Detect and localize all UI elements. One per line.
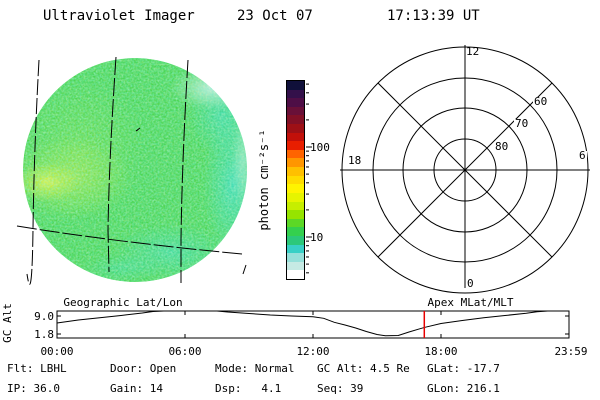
status-glon: GLon: 216.1 [427,382,500,395]
ytick-9: 9.0 [34,310,54,323]
polar-label-6: 6 [578,149,587,162]
colorbar-label: photon cm⁻²s⁻¹ [257,129,271,231]
latitude-line [16,225,243,255]
meridian-line-left [26,59,40,285]
status-glat: GLat: -17.7 [427,362,500,375]
polar-label-60: 60 [533,95,549,108]
xtick-1800: 18:00 [424,345,458,358]
disk-caption: Geographic Lat/Lon [63,296,183,309]
status-ip: IP: 36.0 [7,382,60,395]
uvi-disk-image [16,56,247,285]
xtick-0000: 00:00 [40,345,74,358]
polar-label-0: 0 [467,277,474,290]
polar-label-18: 18 [347,154,363,167]
grid-tick-fragment [242,264,247,275]
polar-label-80: 80 [494,140,510,153]
app-title: Ultraviolet Imager [43,8,195,24]
status-seq: Seq: 39 [317,382,364,395]
subsolar-mark [135,127,141,132]
colorbar-tick-100: 100 [310,141,330,154]
header-time: 17:13:39 UT [387,8,480,24]
colorbar-ticks [306,83,312,274]
geo-grid-lines [16,56,247,285]
polar-label-70: 70 [514,117,530,130]
status-gain: Gain: 14 [110,382,163,395]
gc-alt-axis-label: GC Alt [1,303,14,343]
gc-alt-curve [56,310,569,337]
polar-spoke-diagonal-2 [377,82,553,258]
status-mode: Mode: Normal [215,362,295,375]
xtick-1200: 12:00 [296,345,330,358]
meridian-line-middle [107,56,117,273]
xtick-2359: 23:59 [554,345,588,358]
header-date: 23 Oct 07 [237,8,313,24]
polar-grid [340,45,590,294]
status-dsp: Dsp: 4.1 [215,382,282,395]
polar-label-12: 12 [466,45,480,58]
meridian-line-right [180,59,189,283]
status-door: Door: Open [110,362,177,375]
colorbar-tick-10: 10 [310,231,324,244]
colorbar-steps [286,80,305,280]
xtick-0600: 06:00 [168,345,202,358]
status-flt: Flt: LBHL [7,362,67,375]
ytick-1-8: 1.8 [34,328,54,341]
status-gc-alt: GC Alt: 4.5 Re [317,362,410,375]
gc-alt-chart [56,310,570,339]
polar-caption: Apex MLat/MLT [427,296,514,309]
chart-ticks [57,311,569,338]
chart-frame [56,310,570,339]
